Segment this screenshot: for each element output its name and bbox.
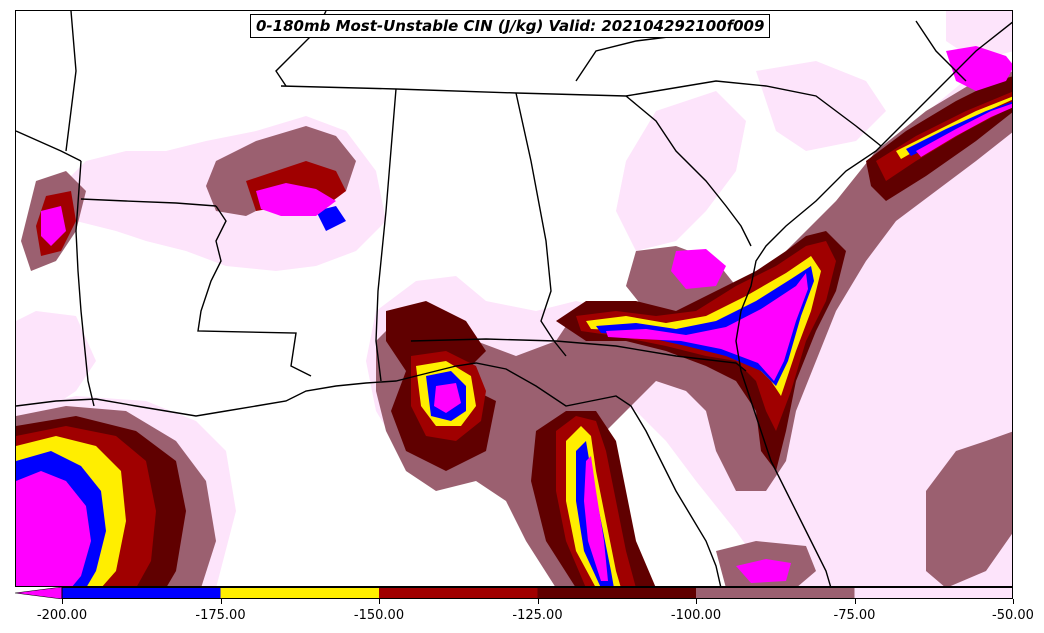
map-panel xyxy=(15,10,1013,587)
colorbar-tick-label: -125.00 xyxy=(512,608,563,623)
colorbar-segment xyxy=(854,587,1013,599)
boundaries xyxy=(16,11,1012,586)
colorbar-tick-label: -100.00 xyxy=(670,608,722,623)
colorbar-tick-mark xyxy=(854,599,856,604)
border-tennessee xyxy=(280,85,657,97)
colorbar-tick-label: -50.00 xyxy=(992,608,1034,623)
colorbar-segment xyxy=(696,587,855,599)
colorbar-tick-mark xyxy=(62,599,63,604)
colorbar-tick-mark xyxy=(379,599,380,604)
colorbar-tick-mark xyxy=(220,599,222,604)
border-texas-louisiana xyxy=(75,160,95,407)
border-georgia-sc xyxy=(625,95,752,247)
colorbar-segment xyxy=(220,587,379,599)
colorbar-border xyxy=(61,587,1013,599)
colorbar-segment xyxy=(379,587,538,599)
colorbar-tick-label: -150.00 xyxy=(353,608,405,623)
coastline-gulf xyxy=(16,362,722,586)
colorbar-tick-label: -75.00 xyxy=(833,608,876,623)
border-mississippi-river xyxy=(197,205,312,377)
map-title: 0-180mb Most-Unstable CIN (J/kg) Valid: … xyxy=(250,14,771,38)
coastline-atlantic xyxy=(735,21,1012,586)
border-arkansas-louisiana xyxy=(80,198,217,207)
colorbar-tick-mark xyxy=(696,599,697,604)
border-oklahoma xyxy=(16,130,82,162)
border-kentucky xyxy=(65,11,77,152)
colorbar-tick-label: -175.00 xyxy=(195,608,246,623)
colorbar-tick-mark xyxy=(1013,599,1014,604)
colorbar-segment xyxy=(62,587,221,599)
border-florida-line xyxy=(410,338,747,372)
border-nc-sc xyxy=(655,80,882,147)
colorbar-segment xyxy=(537,587,696,599)
colorbar-extend-triangle xyxy=(15,587,63,599)
border-mississippi-alabama xyxy=(375,88,397,382)
shade-magenta xyxy=(16,46,1012,586)
colorbar-tick-mark xyxy=(537,599,539,604)
colorbar-tick-label: -200.00 xyxy=(36,608,88,623)
cin-map xyxy=(16,11,1012,586)
border-ne xyxy=(915,20,967,82)
colorbar xyxy=(15,587,1013,599)
